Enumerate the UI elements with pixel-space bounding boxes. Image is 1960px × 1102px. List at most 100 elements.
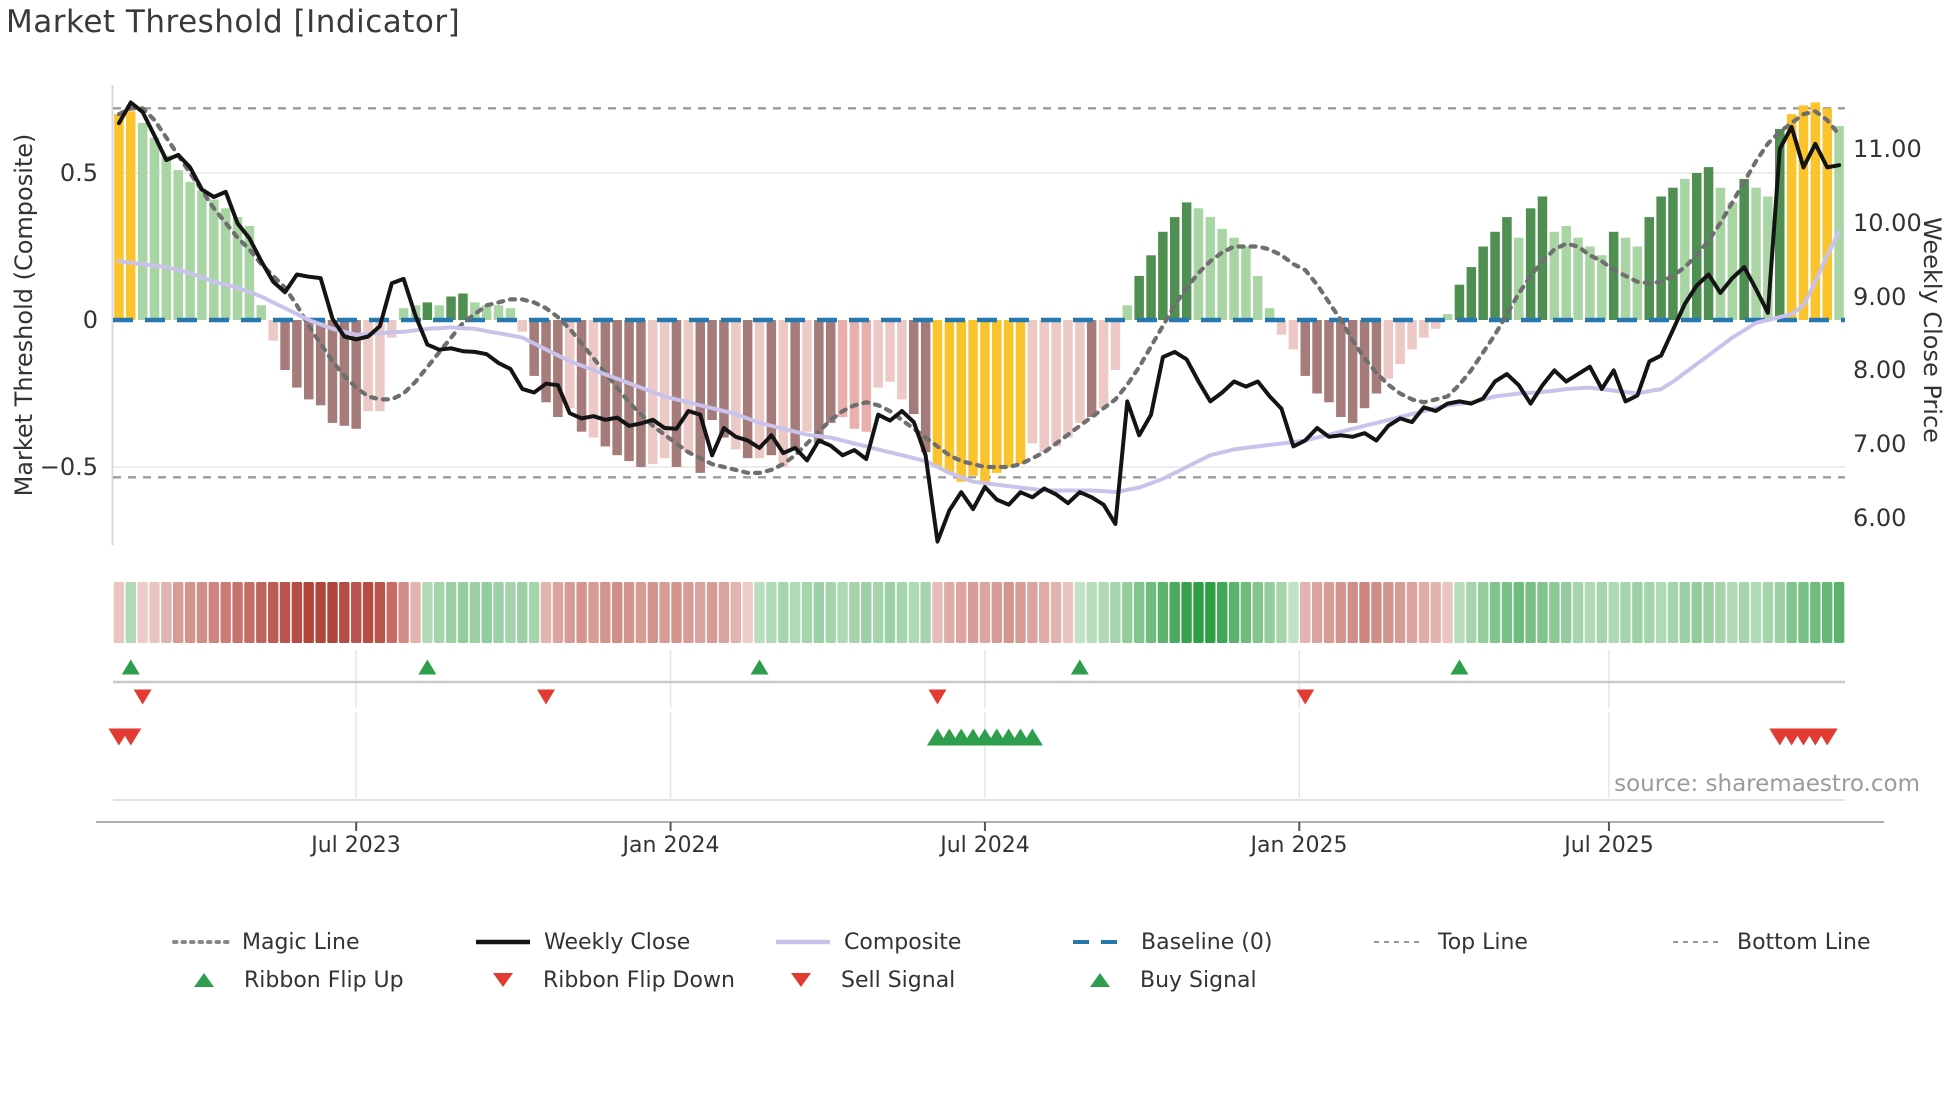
ribbon-cell <box>600 582 611 643</box>
histogram-bar <box>1656 196 1666 320</box>
y-axis-right-title: Weekly Close Price <box>1918 217 1946 443</box>
histogram-bar <box>517 320 527 332</box>
histogram-bar <box>1798 105 1809 321</box>
histogram-bar <box>683 320 694 453</box>
histogram-bar <box>707 320 717 420</box>
histogram-bar <box>1312 320 1322 394</box>
histogram-bar <box>387 320 397 338</box>
histogram-bar <box>1110 320 1121 370</box>
histogram-bar <box>600 320 611 447</box>
histogram-bar <box>814 320 824 444</box>
histogram-bar <box>458 293 468 320</box>
ribbon-cell <box>1394 582 1406 643</box>
ribbon-cell <box>1110 582 1121 643</box>
ribbon-cell <box>1015 582 1026 643</box>
histogram-bar <box>446 296 456 320</box>
histogram-bar <box>553 320 563 417</box>
histogram-bar <box>826 320 836 423</box>
left-tick-0.5: 0.5 <box>59 159 98 187</box>
histogram-bar <box>659 320 670 459</box>
ribbon-cell <box>1157 582 1169 643</box>
histogram-bar <box>1775 128 1785 320</box>
ribbon-cell <box>1644 582 1655 643</box>
histogram-bar <box>470 302 480 320</box>
ribbon-cell <box>1774 582 1785 643</box>
ribbon-cell <box>908 582 919 643</box>
right-tick-10: 10.00 <box>1853 209 1922 237</box>
histogram-bar <box>398 308 409 320</box>
histogram-bar <box>588 320 599 438</box>
ribbon-cell <box>469 582 480 643</box>
ribbon-cell <box>1489 582 1501 643</box>
ribbon-cell <box>635 582 647 643</box>
ribbon-cell <box>1217 582 1228 643</box>
ribbon-cell <box>1003 582 1014 643</box>
histogram-bar <box>1585 246 1595 320</box>
ribbon-cell <box>1228 582 1240 643</box>
ribbon-cell <box>1478 582 1489 643</box>
histogram-bar <box>885 320 895 382</box>
histogram-bar <box>1193 208 1204 320</box>
ribbon-cell <box>1122 582 1133 643</box>
histogram-bar <box>1170 217 1180 320</box>
histogram-bar <box>1786 114 1797 320</box>
histogram-bar <box>849 320 860 429</box>
ribbon-cell <box>837 582 848 643</box>
ribbon-cell <box>327 582 338 643</box>
ribbon-cell <box>718 582 730 643</box>
ribbon-cell <box>1311 582 1323 643</box>
histogram-bar <box>351 320 361 429</box>
histogram-bar <box>1347 320 1358 423</box>
legend-label: Magic Line <box>242 929 360 955</box>
ribbon-cell <box>1572 582 1584 643</box>
histogram-bar <box>944 320 955 473</box>
legend-item-ribbon-flip-up: Ribbon Flip Up <box>193 966 404 994</box>
histogram-bar <box>932 320 943 467</box>
ribbon-cell <box>517 582 528 643</box>
triangle-down-icon <box>791 973 811 987</box>
ribbon-cell <box>1300 582 1311 643</box>
magic-line <box>116 106 1842 475</box>
left-tick-0: 0 <box>82 306 98 334</box>
histogram-bar <box>1276 320 1287 335</box>
histogram-bar <box>1478 246 1488 320</box>
ribbon-cell <box>1335 582 1346 643</box>
histogram-bar <box>1525 208 1536 320</box>
ribbon-cell <box>1050 582 1062 643</box>
histogram-bar <box>1751 187 1761 320</box>
ribbon-cell <box>1039 582 1050 643</box>
histogram-bar <box>719 320 729 438</box>
ribbon-cell <box>766 582 777 643</box>
histogram-bar <box>1739 178 1749 320</box>
ribbon-cell <box>279 582 291 643</box>
sell-signal-marker <box>120 728 142 746</box>
x-tick-jul2024: Jul 2024 <box>940 833 1030 858</box>
source-credit: source: sharemaestro.com <box>1614 771 1920 797</box>
ribbon-cell <box>932 582 943 643</box>
histogram-bar <box>529 320 539 376</box>
ribbon-cell <box>1750 582 1762 643</box>
histogram-bar <box>292 320 302 388</box>
ribbon-cell <box>184 582 196 643</box>
histogram-bar <box>1419 320 1429 338</box>
ribbon-cell <box>173 582 184 643</box>
ribbon-cell <box>125 582 136 643</box>
histogram-bar <box>1336 320 1346 417</box>
histogram-bar <box>481 305 492 320</box>
ribbon-cell <box>457 582 469 643</box>
ribbon-cell <box>920 582 931 643</box>
magic-line-icon <box>172 940 230 944</box>
legend-label: Ribbon Flip Up <box>244 967 404 993</box>
histogram-bar <box>576 320 587 432</box>
ribbon-flip-down-marker <box>1296 689 1315 705</box>
histogram-bar <box>1217 228 1227 320</box>
histogram-bar <box>1442 314 1453 320</box>
histogram-bar <box>861 320 872 432</box>
histogram-bar <box>956 320 966 482</box>
histogram-bar <box>897 320 907 400</box>
ribbon-flip-down-marker <box>133 689 152 705</box>
histogram-bar <box>565 320 575 409</box>
histogram-bar <box>1134 275 1144 320</box>
ribbon-cell <box>220 582 231 643</box>
legend-item-buy-signal: Buy Signal <box>1089 966 1257 994</box>
